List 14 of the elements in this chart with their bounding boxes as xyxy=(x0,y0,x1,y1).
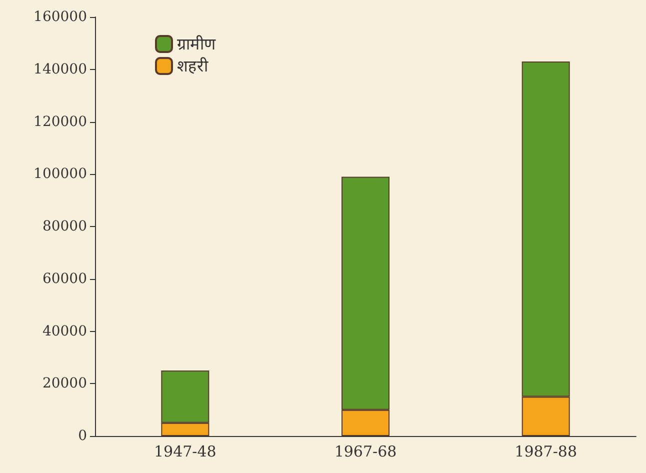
y-tick-label: 160000 xyxy=(34,9,87,25)
y-tick-label: 120000 xyxy=(34,114,87,130)
y-tick-label: 80000 xyxy=(42,218,87,234)
legend-label: शहरी xyxy=(177,56,209,76)
y-tick-label: 100000 xyxy=(34,166,87,182)
y-tick-label: 140000 xyxy=(34,61,87,78)
y-tick-label: 20000 xyxy=(42,376,87,392)
y-tick-label: 0 xyxy=(78,428,87,444)
x-tick-label: 1947-48 xyxy=(154,442,216,460)
y-tick-label: 60000 xyxy=(42,270,87,287)
legend-label: ग्रामीण xyxy=(177,34,216,54)
x-tick-label: 1987-88 xyxy=(514,442,578,460)
y-tick-label: 40000 xyxy=(42,323,87,340)
x-tick-label: 1967-68 xyxy=(334,442,397,460)
